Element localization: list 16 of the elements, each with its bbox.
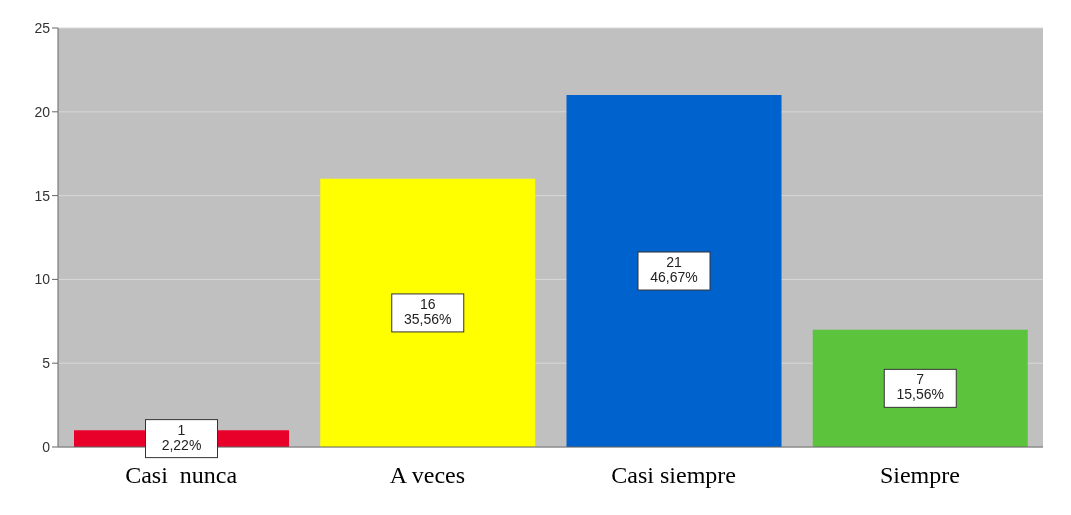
y-tick-label: 25 <box>34 19 51 36</box>
y-tick-label: 15 <box>34 187 51 204</box>
data-label: 1 2,22% <box>161 421 202 453</box>
bar <box>320 178 536 447</box>
x-tick-label: Casi siempre <box>611 462 736 488</box>
y-tick-label: 10 <box>34 271 51 288</box>
data-label: 21 46,67% <box>650 254 698 286</box>
x-tick-label: Casi nunca <box>125 462 238 488</box>
data-label: 16 35,56% <box>404 295 452 327</box>
x-tick-label: A veces <box>389 462 466 488</box>
y-tick-label: 5 <box>42 355 51 372</box>
y-tick-label: 20 <box>34 103 51 120</box>
x-tick-label: Siempre <box>879 462 960 488</box>
bar <box>566 95 782 447</box>
data-label: 7 15,56% <box>896 371 944 403</box>
y-tick-label: 0 <box>42 438 51 455</box>
